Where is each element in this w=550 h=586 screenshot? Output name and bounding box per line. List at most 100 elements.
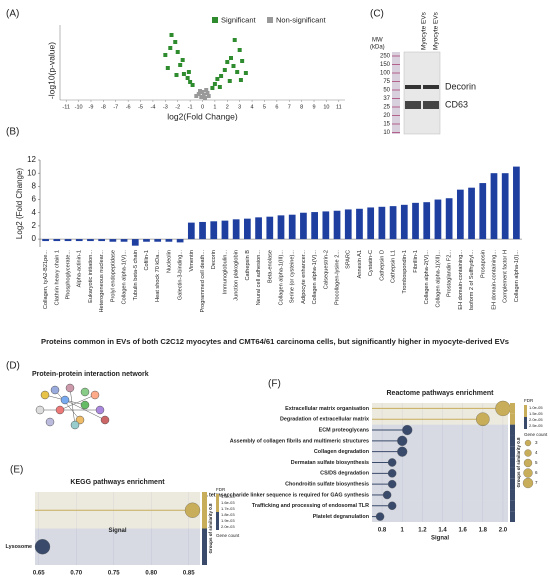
x-tick-label: 5	[263, 104, 266, 110]
legend-title: FDR	[216, 487, 226, 492]
legend-label: Non-significant	[276, 15, 327, 24]
dot	[495, 400, 511, 417]
y-axis-label: Log2 (Fold Change)	[15, 168, 24, 239]
point	[238, 78, 243, 82]
x-tick-label: 0.65	[33, 571, 45, 577]
legend-size	[524, 439, 532, 447]
y-tick-label: 12	[27, 155, 36, 164]
x-tick-label: 1.4	[438, 528, 447, 534]
chart-title: KEGG pathways enrichment	[70, 479, 165, 486]
band	[423, 101, 439, 109]
row-band	[372, 500, 508, 512]
band	[405, 101, 421, 109]
dot	[402, 424, 413, 436]
x-tick-label: Collagen alpha-1(I)...	[514, 250, 520, 303]
bar	[456, 189, 464, 240]
y-tick-label: 2	[32, 221, 37, 230]
node	[50, 385, 60, 395]
y-tick-label: 6	[32, 195, 37, 204]
category-label: Lysosome	[6, 544, 32, 550]
point	[235, 70, 240, 74]
headline: Proteins common in EVs of both C2C12 myo…	[41, 337, 509, 346]
x-tick-label: 1.6	[458, 528, 467, 534]
bar	[400, 204, 408, 240]
bar	[244, 218, 251, 240]
chart-title: Reactome pathways enrichment	[387, 390, 495, 397]
x-tick-label: -10	[75, 104, 83, 110]
point	[178, 63, 183, 67]
band	[405, 85, 421, 89]
bar	[389, 206, 397, 240]
x-tick-label: 11	[336, 104, 342, 110]
x-tick-label: Procollagen-lysine 2...	[335, 250, 341, 305]
mw-label: 50	[383, 88, 390, 94]
x-tick-label: Collagen, tyA2-B21pe...	[43, 250, 49, 310]
bar	[513, 166, 520, 240]
legend-label: 4	[535, 450, 538, 455]
legend-label: 3	[535, 440, 538, 445]
node	[90, 390, 100, 400]
bar	[210, 221, 218, 240]
x-tick-label: Trombospondin-1	[402, 250, 408, 294]
x-axis-label: log2(Fold Change)	[167, 111, 238, 121]
x-tick-label: Programmed cell death...	[200, 250, 206, 313]
bar	[42, 239, 49, 242]
x-tick-label: Isoform 2 of Sulfhydryl...	[469, 250, 475, 311]
group-bar	[510, 435, 515, 447]
mw-label: 100	[380, 71, 391, 77]
y-tick-label: 0	[32, 234, 37, 243]
mw-label: 250	[380, 54, 391, 60]
band-label: CD63	[445, 99, 468, 109]
x-tick-label: Clathrin heavy chain 1	[54, 250, 60, 305]
row-band	[372, 457, 508, 468]
lane-label: Myocyte EVs	[433, 11, 440, 50]
mw-label: 15	[383, 122, 390, 128]
node	[35, 405, 45, 415]
point	[174, 73, 179, 77]
x-tick-label: 6	[275, 104, 278, 110]
dot	[387, 458, 397, 467]
x-tick-label: Beta-enolase	[267, 250, 273, 283]
point	[175, 50, 180, 54]
legend-color	[216, 512, 219, 518]
legend-label: 6	[535, 470, 538, 475]
row-band	[372, 489, 508, 501]
lane-label: Myocyte EVs	[421, 11, 428, 50]
x-tick-label: 2	[226, 104, 229, 110]
category-label: Platelet degranulation	[313, 514, 369, 520]
bar	[378, 206, 386, 240]
point	[225, 60, 230, 64]
x-tick-label: Prolyl endopeptidase	[110, 250, 116, 302]
mw-label: 20	[383, 113, 390, 119]
x-tick-label: -11	[62, 104, 70, 110]
category-label: CS/DS degradation	[320, 471, 369, 477]
bar	[367, 207, 375, 240]
dot	[397, 446, 408, 457]
mw-label: 75	[383, 79, 390, 85]
point	[163, 53, 168, 57]
bar	[266, 216, 274, 240]
x-tick-label: Calsequestrin-2	[323, 250, 329, 289]
bar	[300, 212, 307, 240]
category-label: ECM proteoglycans	[319, 427, 369, 433]
x-tick-label: Neural cell adhesion...	[256, 250, 262, 306]
x-tick-label: Tubulin beta-5 chain	[133, 250, 139, 300]
point	[202, 96, 207, 100]
row-band	[372, 435, 508, 447]
x-tick-label: EH domain-containing...	[458, 250, 464, 310]
x-tick-label: Collagen alpha-1(XII)...	[435, 250, 441, 308]
bar	[423, 202, 431, 240]
x-tick-label: 0.85	[183, 571, 195, 577]
point	[232, 38, 237, 42]
x-tick-label: Cathepsin B	[245, 250, 251, 281]
node	[95, 405, 105, 415]
legend-label: 2.0e-03	[221, 524, 235, 529]
x-tick-label: -8	[101, 104, 106, 110]
x-tick-label: Decorin	[211, 250, 217, 269]
legend-label: 1.8e-03	[221, 512, 235, 517]
group-bar	[202, 492, 207, 529]
x-tick-label: 1.8	[479, 528, 488, 534]
legend-label: 7	[535, 480, 538, 485]
legend-label: 2.0e-05	[529, 417, 543, 422]
point	[180, 58, 185, 62]
